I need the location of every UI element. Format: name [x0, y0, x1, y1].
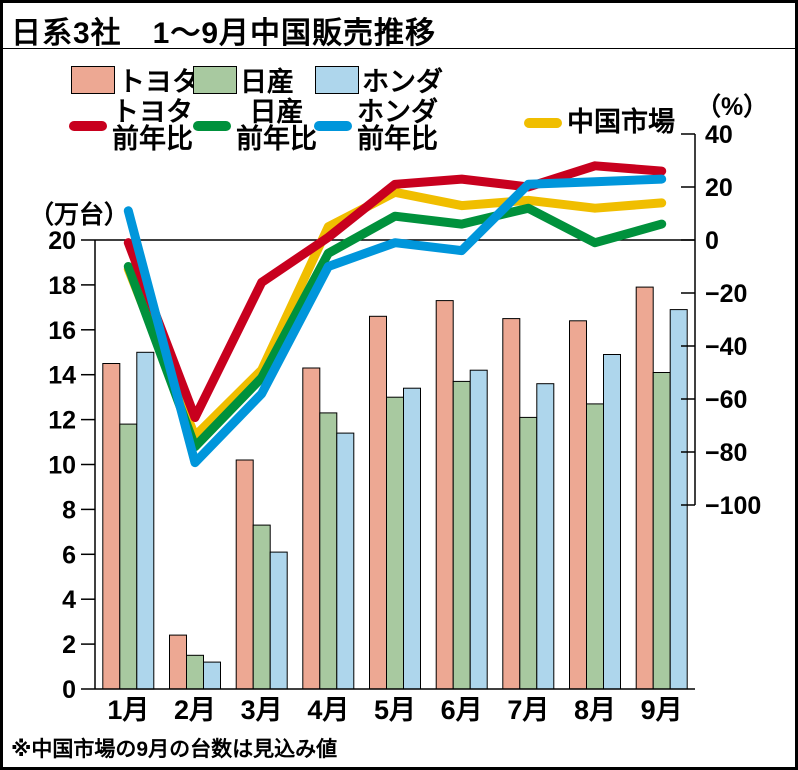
legend-item-china-market-line: 中国市場 [524, 109, 675, 136]
legend-label-line2: 前年比 [236, 124, 317, 154]
x-axis-label-3月: 3月 [241, 695, 283, 725]
bar-トヨタ-3月 [235, 459, 254, 690]
legend-item-toyota-bars: トヨタ [71, 60, 199, 99]
right-axis-tick-label: −20 [705, 280, 747, 308]
title-divider [3, 48, 795, 49]
right-axis-unit-label: （%） [696, 93, 769, 121]
left-axis-tick-label: 18 [48, 272, 76, 300]
legend-label: 中国市場 [567, 109, 675, 136]
left-axis-tick-label: 10 [48, 452, 76, 480]
left-axis-tick-label: 6 [62, 541, 76, 569]
legend-label-line1: ホンダ [357, 97, 438, 127]
bar-ホンダ-1月 [136, 351, 155, 690]
page-title: 日系3社 1〜9月中国販売推移 [11, 17, 437, 50]
x-axis-label-2月: 2月 [174, 695, 216, 725]
right-axis-tick-label: 20 [705, 174, 733, 202]
bar-トヨタ-1月 [102, 363, 121, 690]
trend-line-ホンダ前年比 [123, 174, 667, 468]
bar-日産-2月 [186, 654, 204, 690]
legend-label-line2: 前年比 [357, 124, 438, 154]
legend-label: トヨタ 前年比 [112, 99, 193, 153]
honda-yoy-line-swatch-icon [314, 121, 352, 131]
china-market-line-swatch-icon [524, 117, 562, 128]
bar-ホンダ-7月 [536, 383, 555, 690]
legend-label-line2: 前年比 [112, 124, 193, 154]
legend-item-honda-bars: ホンダ [315, 60, 443, 99]
right-axis-tick-label: 0 [705, 227, 719, 255]
bar-ホンダ-3月 [269, 551, 288, 690]
nissan-bar-swatch-icon [193, 65, 237, 94]
legend-label: 日産 前年比 [236, 99, 317, 153]
legend-label: ホンダ 前年比 [357, 99, 438, 153]
left-axis-tick-label: 2 [62, 631, 76, 659]
x-axis-label-5月: 5月 [374, 695, 416, 725]
legend-item-toyota-yoy-line: トヨタ 前年比 [69, 99, 193, 153]
left-axis-tick-label: 16 [48, 317, 76, 345]
left-axis-tick-label: 4 [62, 586, 76, 614]
x-axis-label-1月: 1月 [107, 695, 149, 725]
honda-bar-swatch-icon [315, 65, 359, 94]
bar-日産-4月 [319, 412, 338, 690]
bar-トヨタ-4月 [302, 367, 321, 690]
bar-ホンダ-2月 [203, 661, 221, 690]
right-axis-tick-label: −40 [705, 333, 747, 361]
bar-ホンダ-5月 [403, 387, 421, 690]
bar-日産-7月 [519, 416, 538, 690]
bar-日産-8月 [586, 403, 604, 690]
left-axis-tick-label: 20 [48, 227, 76, 255]
bar-ホンダ-9月 [669, 309, 688, 690]
bar-日産-3月 [252, 524, 271, 690]
legend-item-honda-yoy-line: ホンダ 前年比 [314, 99, 438, 153]
trend-line-日産前年比 [123, 203, 667, 452]
sales-combo-chart: 2018161412108642040200−20−40−60−80−1001月… [48, 121, 761, 725]
right-axis-tick-label: −100 [705, 492, 761, 520]
x-axis-label-6月: 6月 [441, 695, 483, 725]
bar-トヨタ-5月 [369, 315, 387, 690]
bar-トヨタ-2月 [169, 634, 187, 690]
legend-label-line1: トヨタ [112, 97, 193, 127]
bar-日産-5月 [386, 396, 404, 690]
bar-日産-9月 [652, 372, 671, 690]
left-axis-tick-label: 0 [62, 676, 76, 704]
x-axis-label-4月: 4月 [307, 695, 349, 725]
legend-item-nissan-yoy-line: 日産 前年比 [193, 99, 317, 153]
x-axis-label-9月: 9月 [641, 695, 683, 725]
x-axis-label-8月: 8月 [574, 695, 616, 725]
bar-日産-6月 [452, 380, 471, 690]
toyota-bar-swatch-icon [71, 65, 115, 94]
bar-ホンダ-4月 [336, 432, 355, 690]
trend-line-トヨタ前年比 [123, 161, 667, 422]
toyota-yoy-line-swatch-icon [69, 121, 107, 131]
bar-日産-1月 [119, 423, 138, 690]
left-axis-tick-label: 12 [48, 407, 76, 435]
right-axis-tick-label: −80 [705, 439, 747, 467]
bar-トヨタ-8月 [569, 320, 587, 690]
legend-label-line1: 日産 [249, 97, 304, 127]
left-axis-tick-label: 14 [48, 362, 76, 390]
left-axis-unit-label: （万台） [29, 201, 130, 229]
bar-ホンダ-8月 [603, 354, 621, 690]
trend-line-中国市場 [123, 187, 667, 441]
footnote: ※中国市場の9月の台数は見込み値 [11, 738, 338, 761]
right-axis-tick-label: 40 [705, 121, 733, 149]
bar-トヨタ-6月 [435, 300, 454, 690]
bar-トヨタ-7月 [502, 318, 521, 690]
bar-ホンダ-6月 [469, 369, 488, 690]
legend-label: トヨタ [118, 67, 199, 97]
legend-label: ホンダ [362, 67, 443, 97]
legend-item-nissan-bars: 日産 [193, 60, 294, 99]
x-axis-label-7月: 7月 [507, 695, 549, 725]
nissan-yoy-line-swatch-icon [193, 121, 231, 131]
bar-トヨタ-9月 [635, 286, 654, 690]
legend-label: 日産 [240, 67, 294, 97]
left-axis-tick-label: 8 [62, 496, 76, 524]
right-axis-tick-label: −60 [705, 386, 747, 414]
legend-label-line1: 中国市場 [567, 107, 675, 137]
